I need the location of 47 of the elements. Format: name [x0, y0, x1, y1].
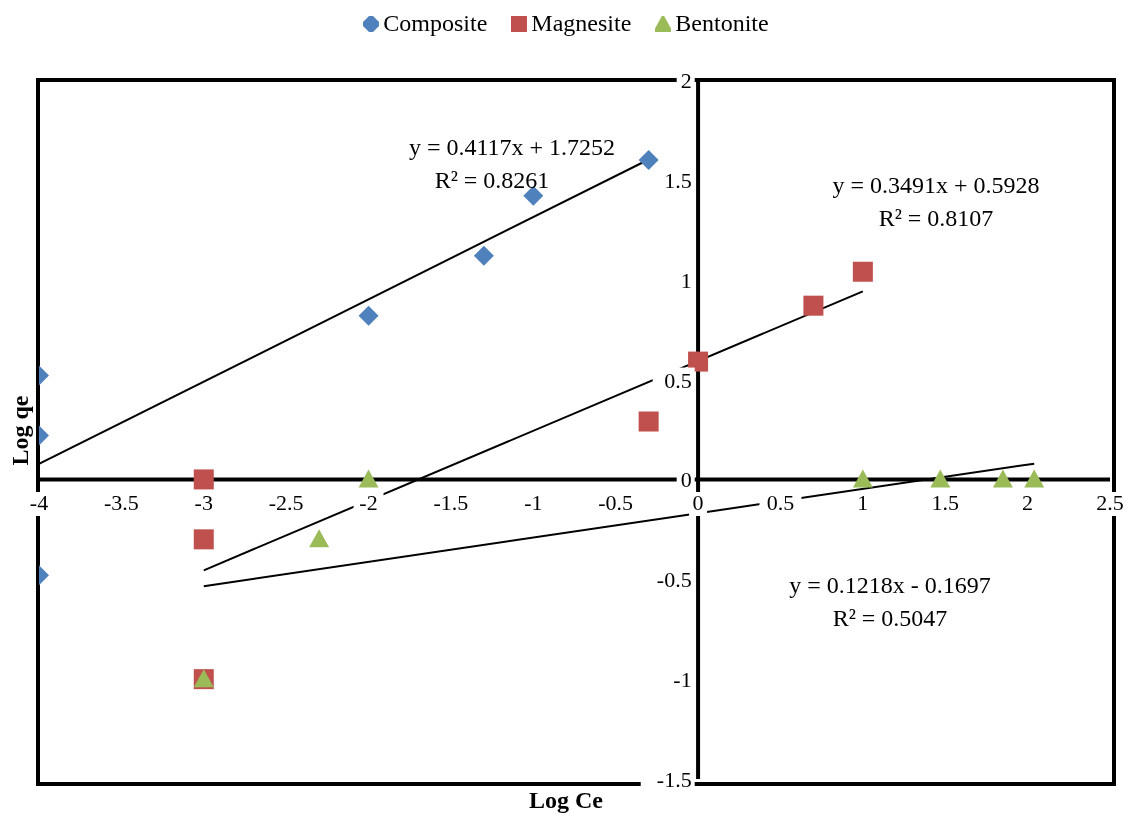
y-tick-label: -0.5	[656, 567, 692, 593]
legend-label: Bentonite	[674, 10, 769, 37]
y-tick-label: 2	[680, 68, 692, 93]
point	[638, 411, 659, 432]
y-tick-label: 0.5	[664, 367, 692, 393]
x-axis-title: Log Ce	[529, 787, 603, 813]
point	[358, 305, 379, 326]
y-tick-label: 1	[680, 267, 692, 293]
y-tick-label: -1.5	[656, 767, 692, 792]
x-tick-label: -2	[359, 490, 378, 515]
point	[473, 245, 494, 266]
annotation: y = 0.4117x + 1.7252	[407, 133, 617, 162]
x-tick-label: 2.5	[1096, 490, 1124, 515]
x-tick-label: 1.5	[931, 490, 959, 515]
x-tick-label: -4	[29, 490, 49, 515]
point	[688, 351, 709, 372]
y-axis-title: Log qe	[6, 394, 34, 466]
point	[638, 149, 659, 170]
annotation: R² = 0.5047	[831, 604, 949, 633]
point	[193, 529, 214, 550]
y-tick-label: -1	[673, 667, 692, 693]
x-tick-label: 1	[857, 490, 869, 515]
annotation: y = 0.3491x + 0.5928	[831, 171, 1041, 200]
x-tick-label: -1	[524, 490, 543, 515]
point	[930, 469, 951, 488]
annotation: R² = 0.8107	[877, 204, 995, 233]
x-tick-label: 2	[1022, 490, 1034, 515]
point	[803, 295, 824, 316]
legend-label: Magnesite	[530, 10, 632, 37]
point	[193, 469, 214, 490]
point	[1024, 469, 1045, 488]
x-tick-label: -0.5	[598, 490, 634, 515]
legend-label: Composite	[382, 10, 488, 37]
point	[992, 469, 1013, 488]
x-tick-label: -1.5	[433, 490, 469, 515]
x-tick-label: -2.5	[268, 490, 304, 515]
point	[309, 529, 330, 548]
x-tick-label: 0.5	[766, 490, 795, 515]
point	[358, 469, 379, 488]
x-tick-label: -3.5	[103, 490, 139, 515]
y-tick-label: 1.5	[664, 167, 692, 193]
point	[852, 261, 873, 282]
annotation: y = 0.1218x - 0.1697	[788, 571, 992, 600]
point	[852, 469, 873, 488]
y-tick-label: 0	[680, 467, 692, 493]
x-tick-label: -3	[194, 490, 213, 515]
annotation: R² = 0.8261	[433, 166, 551, 195]
